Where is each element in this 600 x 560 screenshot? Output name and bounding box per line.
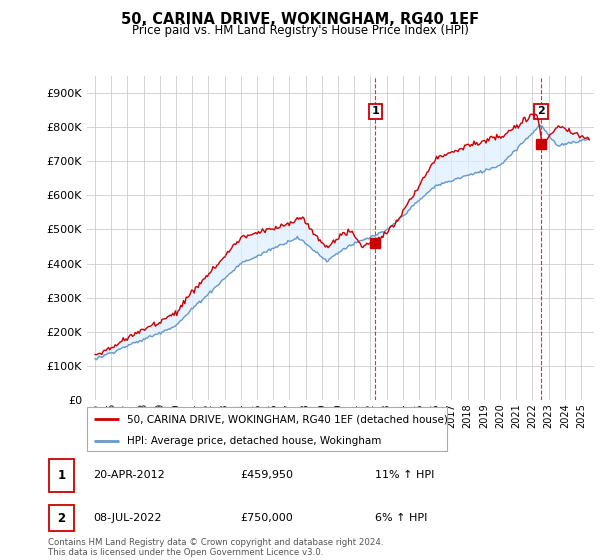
Text: 20-APR-2012: 20-APR-2012 (93, 470, 165, 480)
Text: Price paid vs. HM Land Registry's House Price Index (HPI): Price paid vs. HM Land Registry's House … (131, 24, 469, 36)
Text: 2: 2 (58, 511, 65, 525)
Text: HPI: Average price, detached house, Wokingham: HPI: Average price, detached house, Woki… (127, 436, 381, 446)
Text: 50, CARINA DRIVE, WOKINGHAM, RG40 1EF (detached house): 50, CARINA DRIVE, WOKINGHAM, RG40 1EF (d… (127, 414, 448, 424)
Text: 1: 1 (58, 469, 65, 482)
Text: 6% ↑ HPI: 6% ↑ HPI (375, 513, 427, 523)
Text: 1: 1 (371, 106, 379, 116)
Text: Contains HM Land Registry data © Crown copyright and database right 2024.
This d: Contains HM Land Registry data © Crown c… (48, 538, 383, 557)
Bar (49, 505, 74, 531)
Text: 2: 2 (537, 106, 545, 116)
Text: 11% ↑ HPI: 11% ↑ HPI (375, 470, 434, 480)
Text: 50, CARINA DRIVE, WOKINGHAM, RG40 1EF: 50, CARINA DRIVE, WOKINGHAM, RG40 1EF (121, 12, 479, 27)
Text: £459,950: £459,950 (240, 470, 293, 480)
Bar (49, 459, 74, 492)
Text: £750,000: £750,000 (240, 513, 293, 523)
Text: 08-JUL-2022: 08-JUL-2022 (93, 513, 161, 523)
